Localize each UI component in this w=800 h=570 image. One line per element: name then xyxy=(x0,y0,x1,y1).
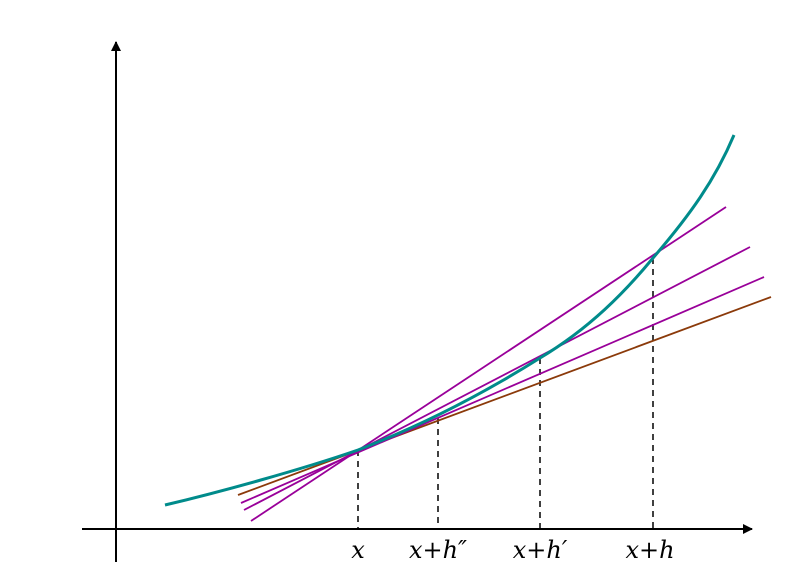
secant-line-h xyxy=(250,206,727,522)
label-x: x xyxy=(351,536,365,564)
tangent-line xyxy=(237,296,772,496)
label-x-plus-h: x+h xyxy=(625,536,674,564)
function-curve xyxy=(164,134,736,507)
secant-line-h1 xyxy=(243,246,751,511)
label-x-plus-h-double-prime: x+h″ xyxy=(409,536,467,564)
label-x-plus-h-prime: x+h′ xyxy=(513,536,568,564)
secant-line-h2 xyxy=(240,276,765,504)
